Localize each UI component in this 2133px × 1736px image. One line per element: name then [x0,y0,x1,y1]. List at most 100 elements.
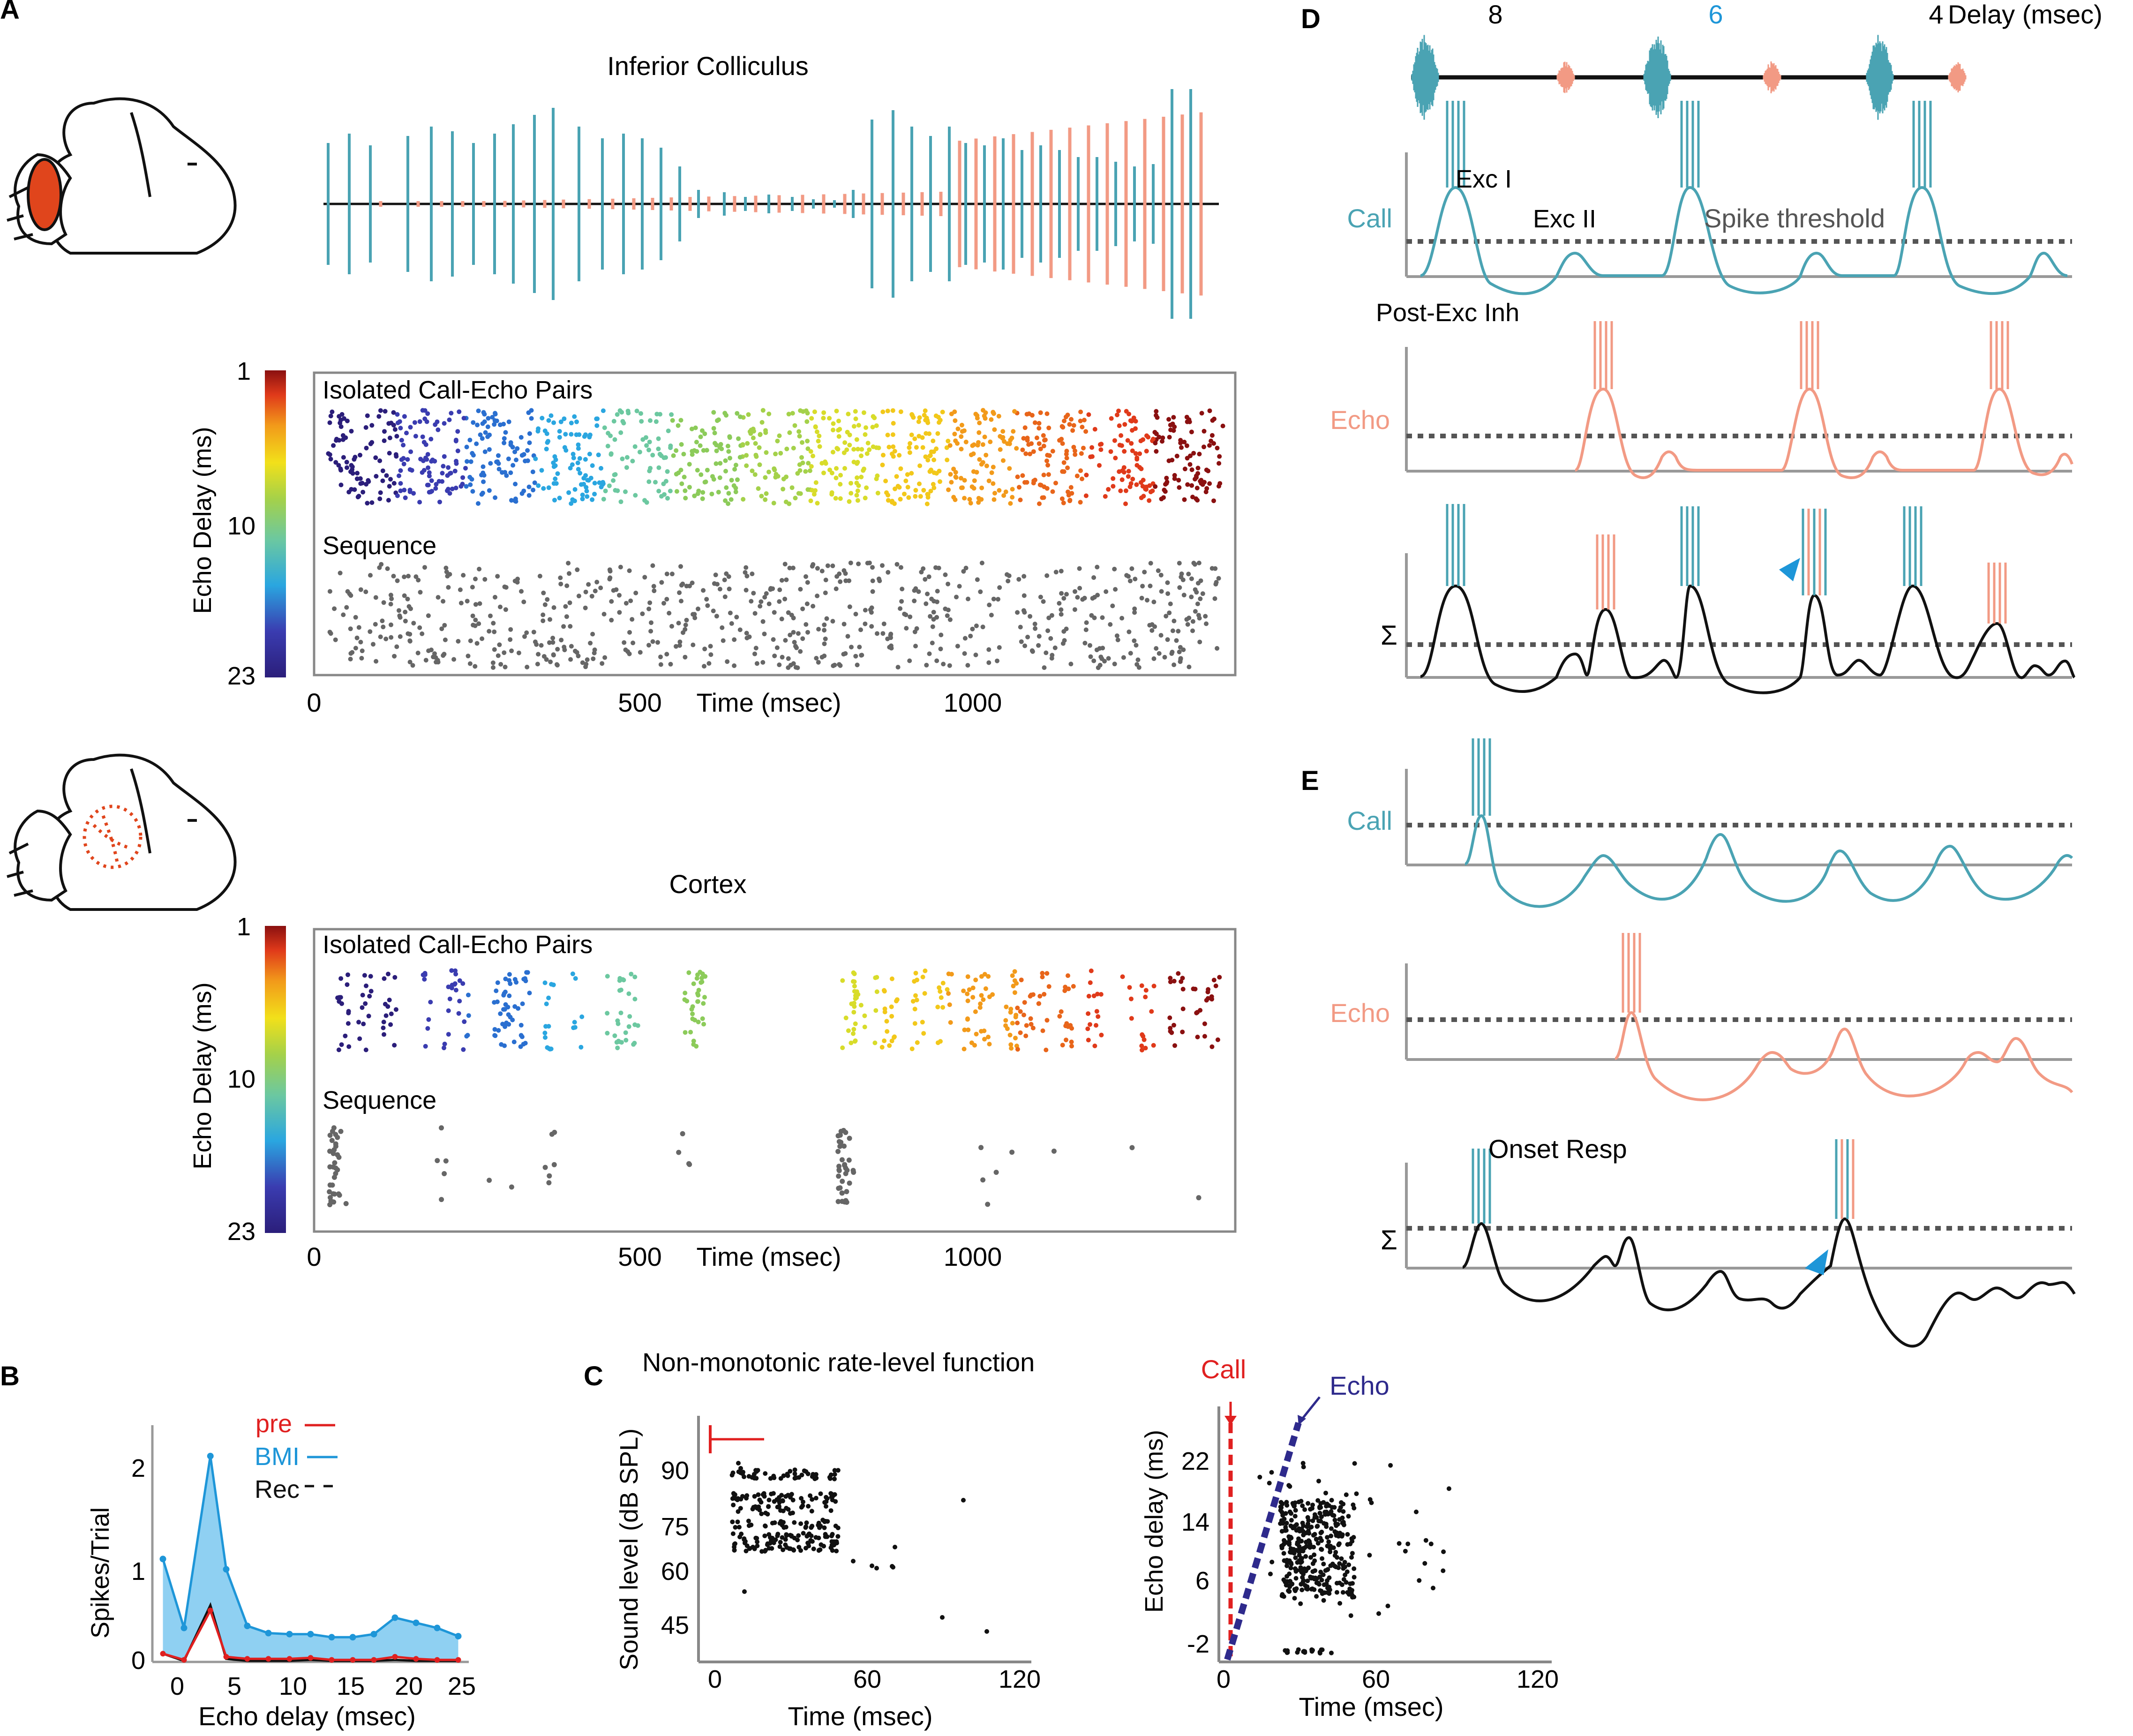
raster-spike [498,662,503,667]
raster-spike [638,650,643,655]
raster-spike [1066,973,1070,978]
c-left-spike [891,1565,895,1570]
c-left-spike [751,1505,756,1510]
raster-spike [831,421,836,426]
raster-spike [717,445,722,450]
raster-spike [1032,420,1037,425]
raster-spike [561,624,566,629]
raster-spike [727,434,732,439]
raster-spike [743,570,748,575]
raster-spike [503,977,508,982]
raster-spike [368,629,373,634]
raster-spike [364,983,368,988]
raster-spike [575,567,580,572]
raster-spike [553,476,558,481]
raster-spike [1176,478,1181,483]
raster-spike [386,498,391,503]
raster-spike [711,609,716,614]
raster-spike [407,489,413,494]
raster-spike [692,616,698,620]
raster-spike [931,485,937,490]
raster-spike [1028,614,1033,619]
raster-spike [474,641,480,646]
raster-spike [1197,451,1202,457]
raster-spike [1151,600,1157,604]
raster-spike [1179,979,1184,984]
e-sigma: Σ [1381,1225,1397,1255]
raster-spike [1215,646,1220,651]
raster-spike [980,1177,986,1183]
raster-spike [1134,463,1140,468]
raster-spike [813,480,819,485]
raster-spike [723,458,728,463]
raster-spike [392,1043,397,1048]
raster-spike [429,478,434,483]
c-left-spike [799,1505,804,1510]
raster-spike [589,594,594,599]
raster-spike [760,408,766,413]
raster-spike [609,599,614,604]
raster-spike [800,636,805,641]
raster-spike [677,643,682,648]
raster-spike [535,428,541,434]
c-right-spike [1341,1509,1346,1514]
raster-spike [621,421,626,426]
raster-spike [547,1173,552,1179]
raster-spike [618,430,623,435]
raster-spike [1112,661,1117,667]
raster-spike [1072,607,1077,612]
raster-spike [446,1032,451,1037]
raster-spike [991,465,996,470]
raster-spike [980,442,985,447]
raster-spike [568,657,573,662]
raster-spike [466,1013,471,1018]
c-right-spike [1287,1484,1292,1489]
raster-spike [1143,994,1148,1000]
raster-spike [381,600,386,605]
raster-spike [463,466,468,471]
raster-spike [555,471,560,476]
raster-spike [720,625,725,630]
c-right-spike [1293,1555,1298,1560]
raster-spike [523,976,527,981]
raster-spike [834,408,839,413]
raster-spike [587,451,592,457]
c-right-spike [1397,1541,1402,1546]
raster-spike [677,639,683,645]
raster-spike [619,410,624,415]
raster-spike [389,1011,394,1016]
raster-spike [1158,572,1164,578]
raster-spike [1165,637,1170,642]
raster-spike [886,570,891,575]
raster-spike [1187,462,1193,467]
raster-spike [647,439,652,444]
raster-spike [1123,488,1128,493]
raster-spike [519,453,525,458]
raster-spike [1077,586,1082,591]
raster-spike [432,651,437,656]
raster-spike [482,449,488,454]
raster-spike [1034,436,1039,440]
raster-spike [520,1001,525,1007]
raster-spike [542,1030,548,1036]
raster-spike [805,580,810,585]
raster-spike [544,446,549,451]
raster-spike [830,450,835,455]
raster-spike [841,622,847,627]
raster-spike [496,466,502,472]
raster-spike [415,650,421,655]
c-left-spike [751,1545,755,1549]
raster-spike [1059,591,1064,596]
raster-spike [895,484,901,488]
raster-spike [503,430,508,435]
d-delay-8: 8 [1488,0,1502,29]
raster-spike [605,443,610,449]
raster-spike [736,436,741,441]
raster-spike [359,656,364,661]
c-left-spike [832,1468,837,1473]
raster-spike [916,589,921,594]
c-right-spike [1352,1566,1357,1571]
raster-spike [858,1003,864,1008]
raster-spike [608,451,614,456]
raster-spike [341,612,346,617]
